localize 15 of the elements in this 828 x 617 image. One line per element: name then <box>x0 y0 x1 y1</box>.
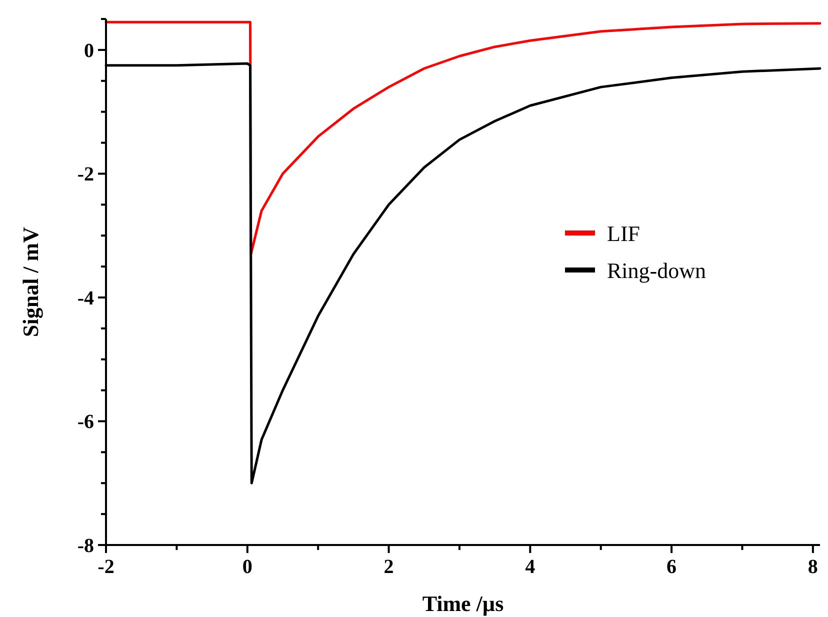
x-tick-label: 0 <box>242 556 252 578</box>
y-tick-label: -4 <box>77 287 94 310</box>
x-tick-label: 6 <box>666 556 677 578</box>
x-tick-label: 4 <box>525 556 536 578</box>
x-tick-label: -2 <box>98 556 114 578</box>
y-tick-label: 0 <box>84 40 94 62</box>
x-tick-label: 8 <box>808 556 818 578</box>
x-axis-title: Time /µs <box>422 591 504 616</box>
y-tick-label: -2 <box>77 164 94 186</box>
y-axis-title: Signal / mV <box>18 226 43 338</box>
legend-label: LIF <box>607 221 640 246</box>
x-tick-label: 2 <box>384 556 394 578</box>
y-tick-label: -8 <box>77 535 94 557</box>
y-tick-label: -6 <box>77 411 94 434</box>
legend-label: Ring-down <box>607 258 706 283</box>
